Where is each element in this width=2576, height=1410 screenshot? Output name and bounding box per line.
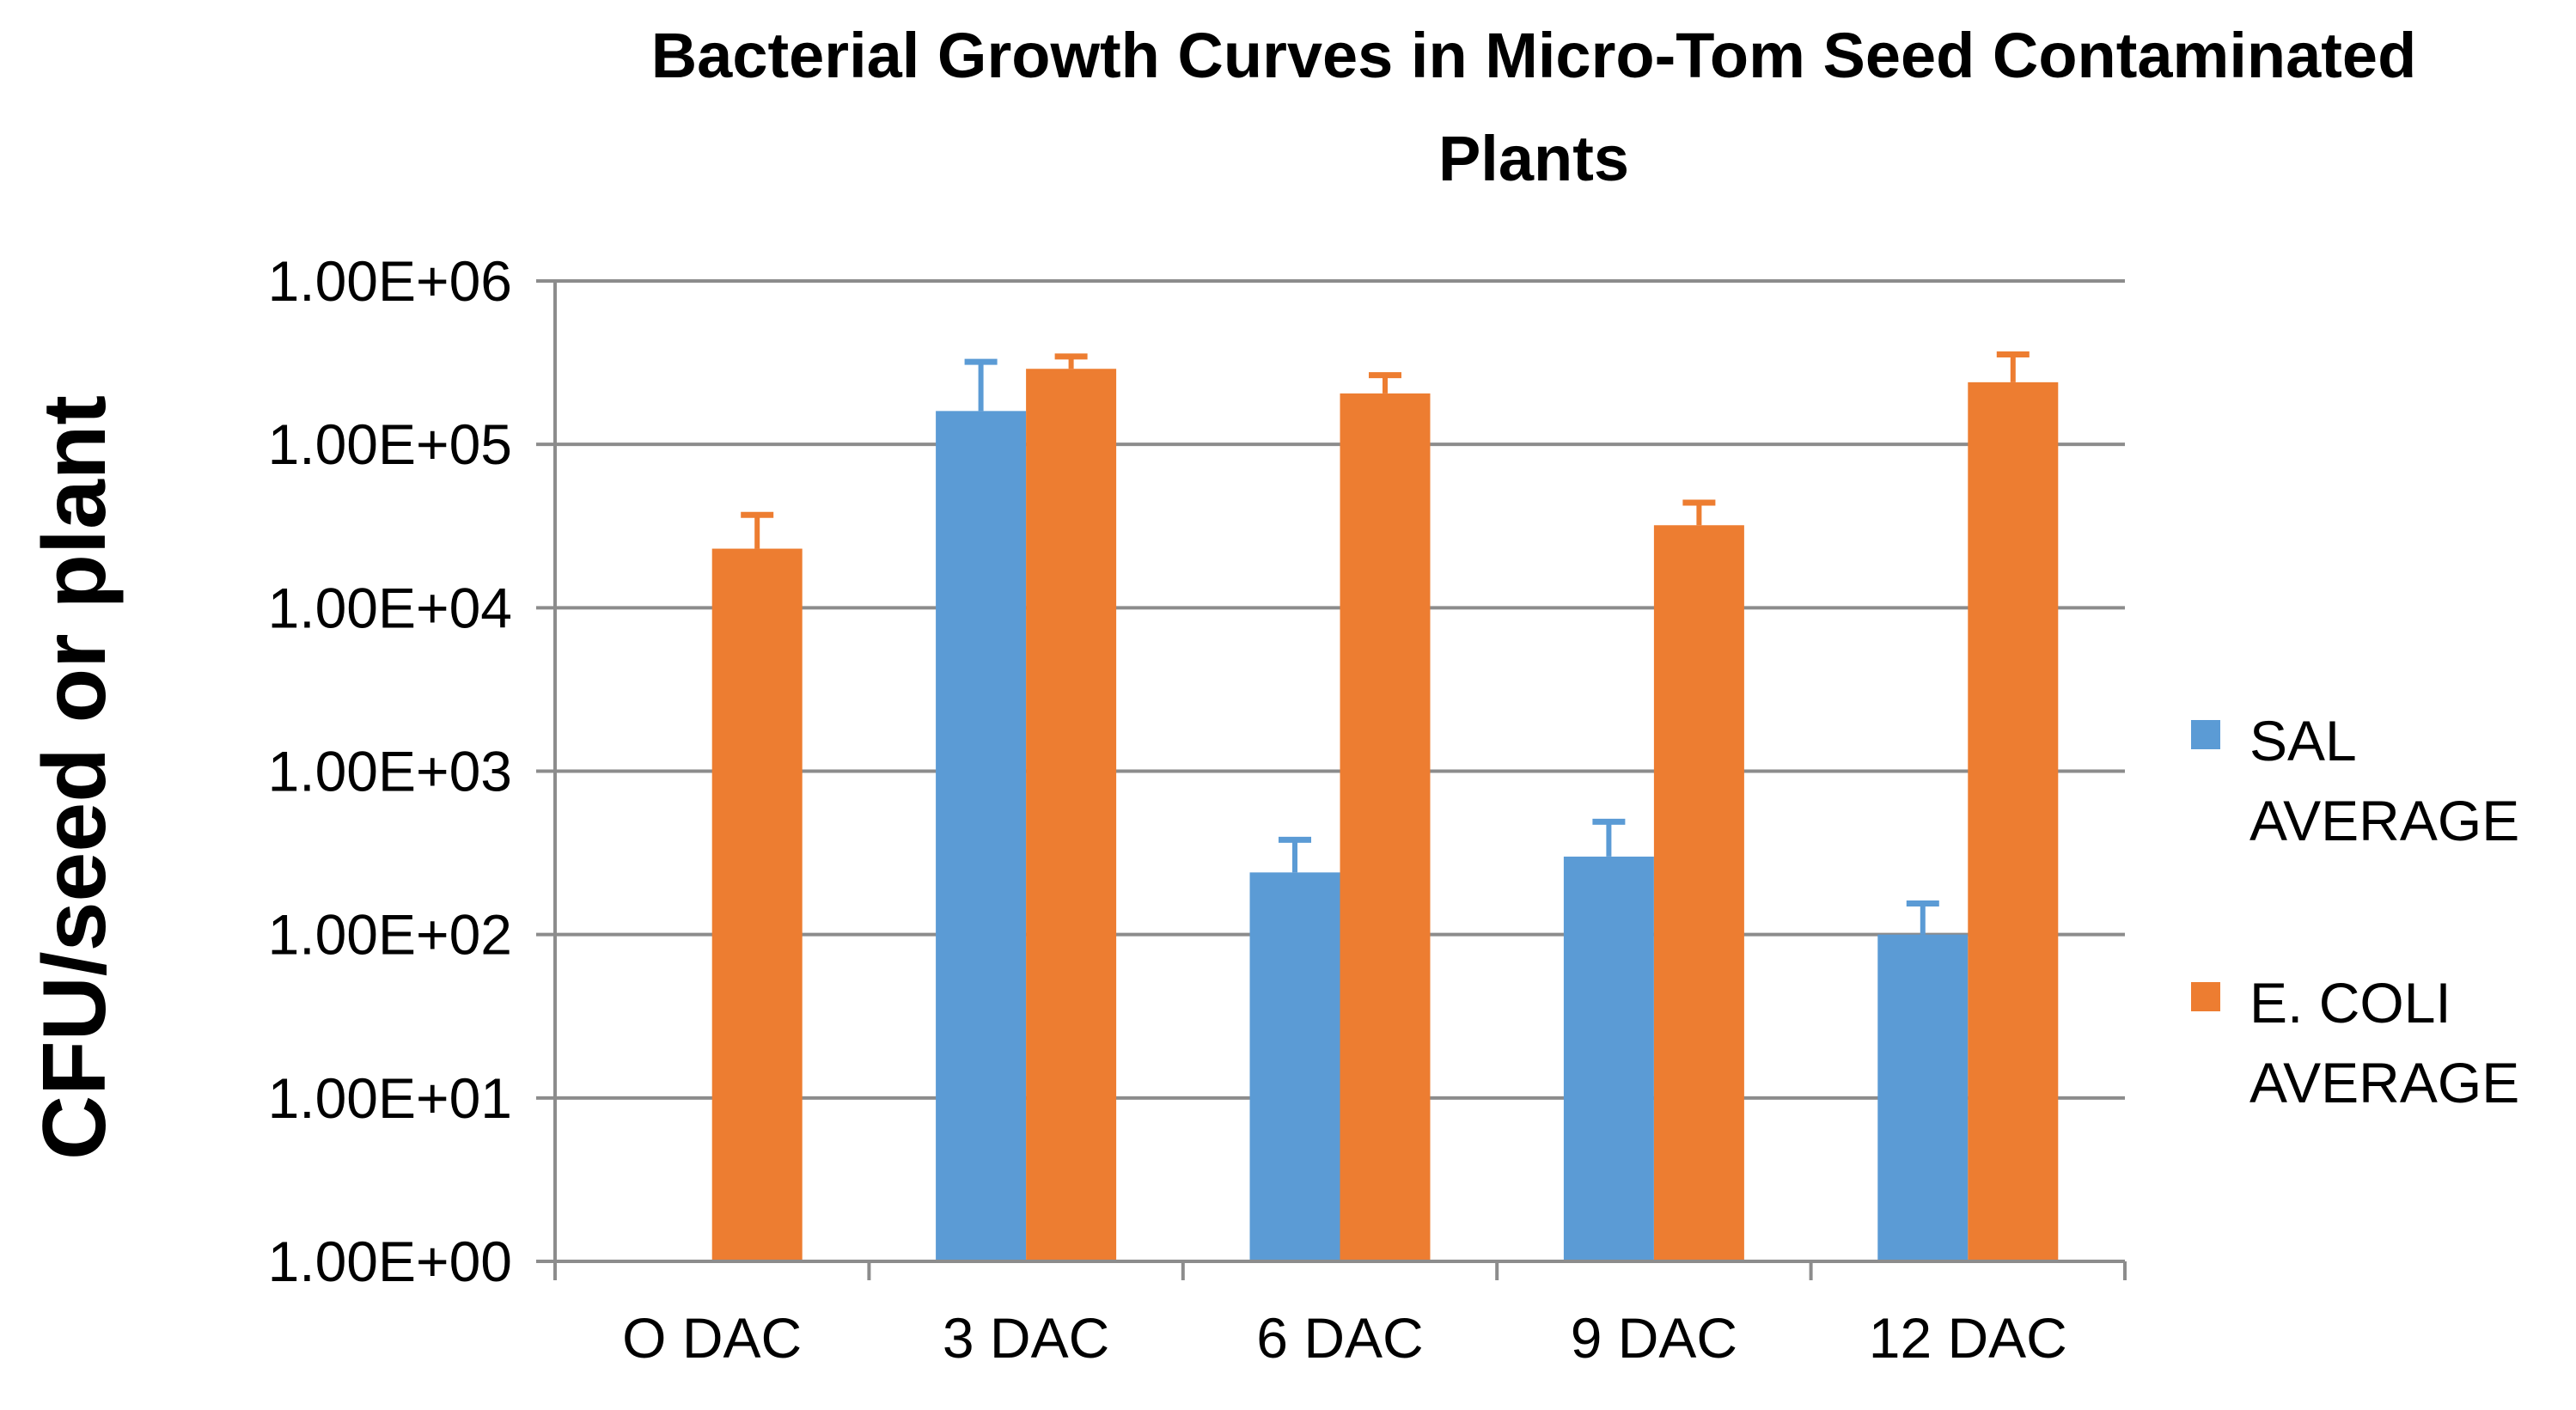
bars [621, 369, 2059, 1261]
bar-1-4 [1968, 381, 2059, 1261]
error-bar-0-3 [1592, 818, 1626, 857]
chart-title-line-2: Plants [1438, 123, 1629, 194]
bar-0-2 [1249, 872, 1340, 1261]
error-bar-1-1 [1054, 353, 1088, 369]
legend: SAL AVERAGE E. COLI AVERAGE [2191, 709, 2519, 1114]
x-tick-label-4: 12 DAC [1869, 1306, 2067, 1370]
legend-swatch-ecoli [2191, 982, 2220, 1011]
error-bar-0-2 [1279, 836, 1311, 873]
y-tick-label-1: 1.00E+01 [268, 1066, 512, 1130]
x-tick-label-0: O DAC [622, 1306, 802, 1370]
chart-title-line-1: Bacterial Growth Curves in Micro-Tom See… [651, 20, 2417, 91]
bar-1-3 [1653, 525, 1744, 1261]
legend-label-ecoli-line-2: AVERAGE [2249, 1051, 2519, 1114]
bar-0-3 [1563, 856, 1654, 1261]
error-bar-1-0 [741, 511, 774, 549]
bar-0-4 [1877, 934, 1969, 1261]
error-bar-1-4 [1996, 351, 2030, 382]
bar-1-0 [711, 548, 803, 1261]
error-bar-0-4 [1906, 900, 1939, 935]
y-tick-label-5: 1.00E+05 [268, 412, 512, 476]
error-bar-1-2 [1369, 372, 1401, 394]
legend-swatch-sal [2191, 720, 2220, 749]
x-tick-label-1: 3 DAC [943, 1306, 1109, 1370]
y-tick-label-6: 1.00E+06 [268, 249, 512, 313]
bar-0-1 [936, 411, 1027, 1261]
error-bar-1-3 [1682, 499, 1716, 526]
legend-label-ecoli-line-1: E. COLI [2249, 971, 2451, 1035]
y-tick-label-0: 1.00E+00 [268, 1230, 512, 1293]
bar-1-2 [1340, 393, 1431, 1261]
axes [536, 279, 2127, 1280]
y-tick-label-4: 1.00E+04 [268, 576, 512, 639]
y-axis-label: CFU/seed or plant [25, 395, 125, 1160]
tick-labels: 1.00E+00 1.00E+01 1.00E+02 1.00E+03 1.00E+04… [268, 249, 2067, 1370]
error-bars [741, 351, 2030, 935]
x-tick-label-3: 9 DAC [1571, 1306, 1737, 1370]
x-tick-label-2: 6 DAC [1256, 1306, 1423, 1370]
legend-label-sal-line-1: SAL [2249, 709, 2357, 772]
y-tick-label-2: 1.00E+02 [268, 903, 512, 967]
legend-label-sal-line-2: AVERAGE [2249, 789, 2519, 852]
y-tick-label-3: 1.00E+03 [268, 740, 512, 803]
error-bar-0-1 [964, 358, 998, 412]
bar-1-1 [1026, 369, 1117, 1261]
